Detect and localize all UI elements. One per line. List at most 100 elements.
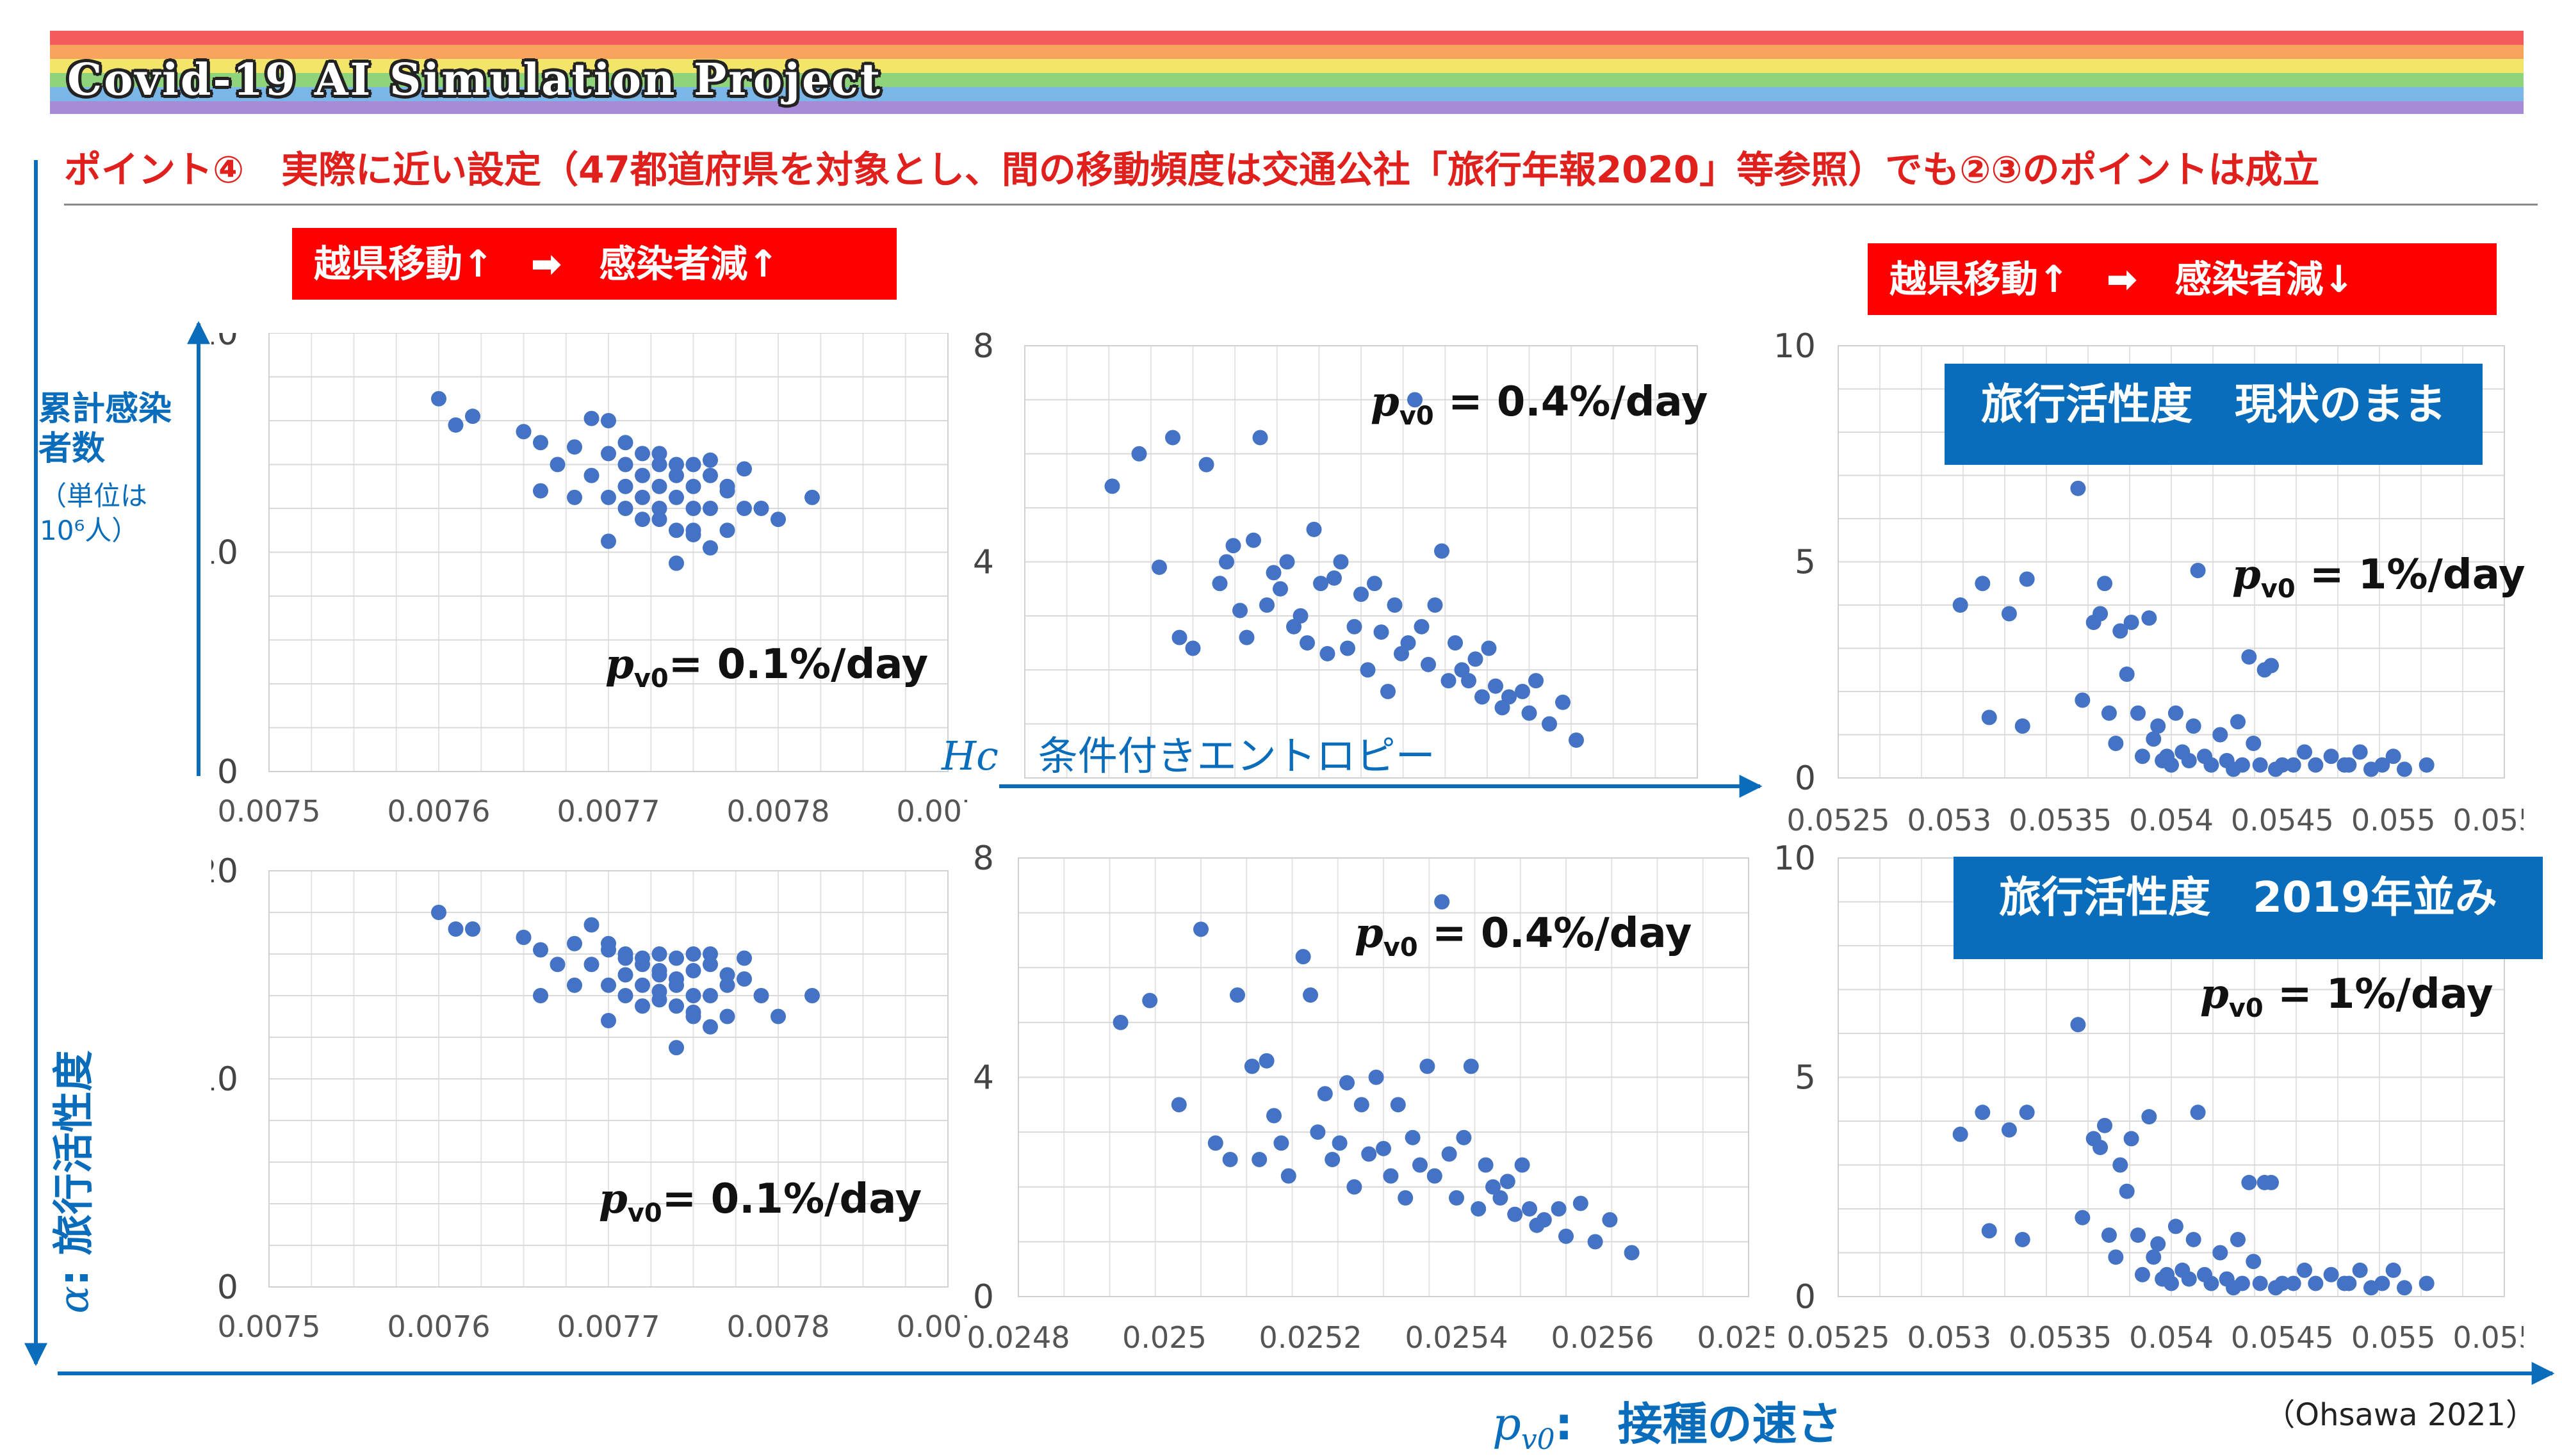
credit: （Ohsawa 2021） [2264, 1397, 2536, 1433]
data-point [635, 998, 650, 1014]
data-point [617, 988, 633, 1003]
data-point [2014, 1231, 2030, 1247]
x-tick-label: 0.0535 [2009, 803, 2112, 837]
data-point [567, 935, 582, 951]
y-axis-label: 累計感染 者数 [38, 390, 172, 468]
data-point [1981, 1223, 1997, 1239]
data-point [703, 1019, 718, 1035]
data-point [2123, 615, 2139, 630]
x-tick-label: 0.0555 [2453, 1320, 2524, 1355]
x-tick-label: 0.0545 [2231, 1320, 2334, 1355]
data-point [2019, 571, 2035, 587]
data-point [1528, 673, 1544, 689]
data-point [1325, 1151, 1341, 1167]
x-tick-label: 0.0078 [727, 1309, 830, 1344]
data-point [1551, 1201, 1567, 1217]
data-point [533, 942, 548, 958]
data-point [2285, 1275, 2301, 1291]
data-point [567, 977, 582, 993]
data-point [1427, 597, 1443, 613]
data-point [1419, 1058, 1435, 1074]
data-point [617, 478, 633, 494]
data-point [2285, 757, 2301, 773]
travel-2019-box: 旅行活性度 2019年並み [1954, 857, 2543, 959]
data-point [2150, 718, 2166, 734]
x-tick-label: 0.0075 [218, 1309, 321, 1344]
y-tick-label: 20 [211, 333, 238, 353]
data-point [1514, 1157, 1530, 1173]
data-point [1339, 1075, 1355, 1091]
data-point [1400, 635, 1416, 651]
data-point [1485, 1179, 1501, 1195]
data-point [737, 461, 752, 477]
data-point [1481, 640, 1497, 656]
data-point [2101, 705, 2117, 721]
annotation-top-middle: pv0 = 0.4%/day [1371, 378, 1708, 431]
data-point [1981, 709, 1997, 725]
data-point [635, 950, 650, 966]
data-point [1952, 1126, 1968, 1142]
data-point [771, 1008, 786, 1024]
data-point [669, 998, 684, 1014]
data-point [1295, 949, 1311, 965]
data-point [2230, 1231, 2246, 1247]
data-point [1222, 1151, 1238, 1167]
scatter-chart-top-left: 0 10 20 0.0075 0.0076 0.0077 0.0078 0.0079 [211, 333, 967, 829]
headline: ポイント④ 実際に近い設定（47都道府県を対象とし、間の移動頻度は交通公社「旅行… [64, 148, 2320, 191]
data-point [567, 489, 582, 505]
data-point [1558, 1228, 1574, 1244]
data-point [635, 489, 650, 505]
data-point [1113, 1014, 1129, 1030]
data-point [2119, 1183, 2135, 1199]
y-tick-label: 8 [973, 839, 994, 878]
x-tick-label: 0.0254 [1405, 1320, 1508, 1355]
data-point [601, 413, 616, 428]
data-point [1405, 1129, 1421, 1145]
data-point [533, 483, 548, 499]
data-point [737, 950, 752, 966]
data-point [737, 501, 752, 516]
data-point [1536, 1212, 1552, 1228]
scatter-chart-bottom-middle: 0 4 8 0.0248 0.025 0.0252 0.0254 0.0256 0.0258 [967, 839, 1774, 1355]
data-point [2226, 1280, 2242, 1296]
data-point [804, 988, 820, 1003]
x-tick-label: 0.0077 [557, 794, 660, 829]
data-point [1507, 1206, 1523, 1222]
data-point [2308, 757, 2324, 773]
data-point [2159, 1266, 2175, 1282]
y-tick-label: 5 [1795, 1059, 1816, 1097]
data-point [2014, 718, 2030, 734]
data-point [1414, 619, 1430, 635]
data-point [2352, 744, 2368, 760]
x-tick-label: 0.054 [2129, 1320, 2214, 1355]
data-point [1412, 1157, 1428, 1173]
x-tick-label: 0.0079 [897, 794, 967, 829]
data-point [651, 946, 667, 962]
data-point [651, 983, 667, 999]
data-point [2108, 736, 2124, 751]
data-point [737, 971, 752, 987]
data-point [2001, 606, 2017, 622]
x-tick-label: 0.0078 [727, 794, 830, 829]
data-point [719, 522, 735, 538]
data-point [804, 489, 820, 505]
data-point [703, 467, 718, 483]
data-point [1319, 645, 1335, 661]
data-point [2075, 692, 2091, 708]
data-point [1353, 1097, 1369, 1113]
data-point [583, 467, 600, 483]
data-point [2141, 1109, 2157, 1125]
data-point [703, 957, 718, 973]
data-point [1587, 1234, 1603, 1250]
data-point [601, 446, 616, 462]
data-point [1426, 1168, 1442, 1184]
data-point [2264, 658, 2279, 674]
data-point [2212, 727, 2228, 743]
data-point [1441, 1146, 1457, 1162]
data-point [2241, 1174, 2257, 1190]
data-point [669, 457, 684, 473]
data-point [2070, 480, 2086, 496]
data-point [1246, 532, 1261, 548]
data-point [2374, 757, 2390, 773]
data-point [685, 522, 701, 538]
